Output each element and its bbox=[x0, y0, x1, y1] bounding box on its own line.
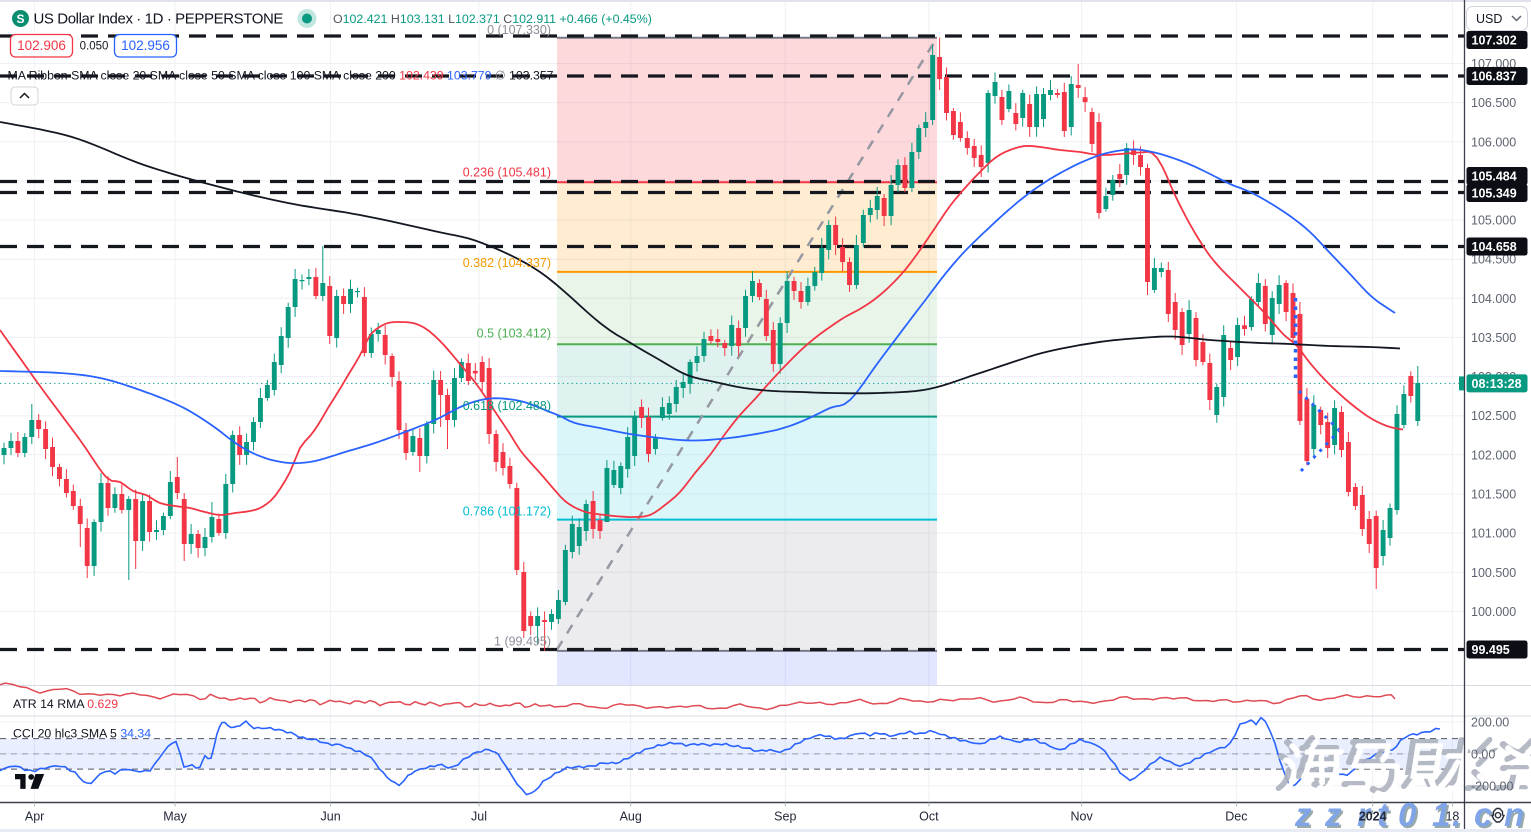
svg-text:Aug: Aug bbox=[620, 810, 642, 824]
svg-text:May: May bbox=[163, 810, 187, 824]
svg-text:102.906: 102.906 bbox=[17, 38, 66, 53]
svg-text:US Dollar Index · 1D · PEPPERS: US Dollar Index · 1D · PEPPERSTONE bbox=[34, 11, 284, 28]
svg-text:z: z bbox=[1294, 796, 1312, 832]
svg-text:0.786 (101.172): 0.786 (101.172) bbox=[463, 505, 551, 519]
svg-text:104.658: 104.658 bbox=[1472, 240, 1517, 254]
svg-text:99.495: 99.495 bbox=[1472, 643, 1510, 657]
svg-text:ATR 14 RMA 0.629: ATR 14 RMA 0.629 bbox=[13, 697, 118, 711]
svg-text:100.500: 100.500 bbox=[1471, 566, 1516, 580]
svg-text:Dec: Dec bbox=[1225, 810, 1247, 824]
svg-text:0.00: 0.00 bbox=[1471, 747, 1495, 761]
svg-text:Sep: Sep bbox=[774, 810, 796, 824]
svg-text:O102.421 H103.131 L102.371 C10: O102.421 H103.131 L102.371 C102.911 +0.4… bbox=[333, 12, 652, 26]
svg-text:102.500: 102.500 bbox=[1471, 409, 1516, 423]
svg-text:106.500: 106.500 bbox=[1471, 96, 1516, 110]
svg-text:t: t bbox=[1377, 796, 1390, 832]
svg-text:Apr: Apr bbox=[25, 810, 44, 824]
svg-text:107.302: 107.302 bbox=[1472, 34, 1517, 48]
svg-text:0.236 (105.481): 0.236 (105.481) bbox=[463, 166, 551, 180]
svg-text:105.000: 105.000 bbox=[1471, 214, 1516, 228]
svg-text:106.837: 106.837 bbox=[1472, 70, 1517, 84]
svg-text:0.618 (102.488): 0.618 (102.488) bbox=[463, 399, 551, 413]
svg-text:S: S bbox=[16, 12, 24, 26]
svg-text:r: r bbox=[1357, 796, 1372, 832]
svg-text:101.000: 101.000 bbox=[1471, 527, 1516, 541]
svg-text:102.000: 102.000 bbox=[1471, 448, 1516, 462]
svg-text:0.050: 0.050 bbox=[80, 41, 109, 53]
svg-text:0 (107.330): 0 (107.330) bbox=[487, 23, 551, 37]
svg-text:102.956: 102.956 bbox=[121, 38, 170, 53]
svg-text:1: 1 bbox=[1432, 796, 1450, 832]
svg-text:105.484: 105.484 bbox=[1472, 170, 1517, 184]
svg-text:.: . bbox=[1452, 796, 1461, 832]
svg-text:Jul: Jul bbox=[471, 810, 487, 824]
svg-text:Oct: Oct bbox=[919, 810, 939, 824]
svg-text:Nov: Nov bbox=[1070, 810, 1093, 824]
svg-text:106.000: 106.000 bbox=[1471, 135, 1516, 149]
svg-text:MA Ribbon SMA close 20 SMA clo: MA Ribbon SMA close 20 SMA close 50 SMA … bbox=[8, 69, 554, 83]
svg-text:-200.00: -200.00 bbox=[1471, 779, 1513, 793]
svg-text:18: 18 bbox=[1445, 810, 1459, 824]
svg-text:100.000: 100.000 bbox=[1471, 605, 1516, 619]
svg-text:z: z bbox=[1324, 796, 1342, 832]
svg-text:104.500: 104.500 bbox=[1471, 253, 1516, 267]
svg-text:CCI 20 hlc3 SMA 5 34.34: CCI 20 hlc3 SMA 5 34.34 bbox=[13, 727, 151, 741]
svg-text:2024: 2024 bbox=[1359, 810, 1387, 824]
svg-text:1 (99.495): 1 (99.495) bbox=[494, 635, 551, 649]
svg-text:c: c bbox=[1474, 796, 1492, 832]
svg-text:08:13:28: 08:13:28 bbox=[1472, 377, 1522, 391]
svg-text:101.500: 101.500 bbox=[1471, 488, 1516, 502]
svg-text:105.349: 105.349 bbox=[1472, 187, 1517, 201]
svg-text:USD: USD bbox=[1476, 12, 1502, 26]
svg-text:0.5 (103.412): 0.5 (103.412) bbox=[477, 327, 551, 341]
svg-text:Jun: Jun bbox=[321, 810, 341, 824]
svg-text:200.00: 200.00 bbox=[1471, 716, 1509, 730]
svg-text:0: 0 bbox=[1398, 796, 1417, 832]
svg-text:n: n bbox=[1504, 796, 1524, 832]
svg-text:0.382 (104.337): 0.382 (104.337) bbox=[463, 256, 551, 270]
svg-text:103.500: 103.500 bbox=[1471, 331, 1516, 345]
svg-text:104.000: 104.000 bbox=[1471, 292, 1516, 306]
